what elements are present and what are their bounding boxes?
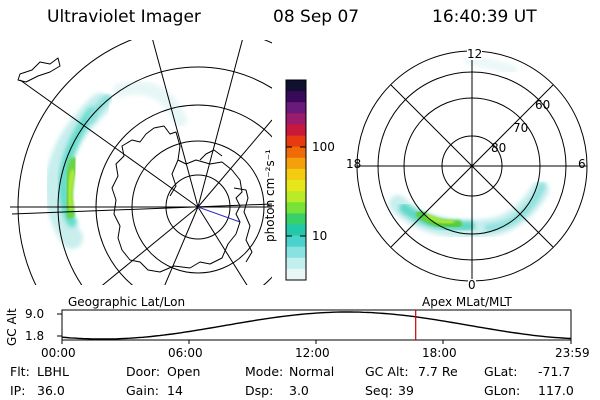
color-bar-unit-label: photon cm⁻²s⁻¹ [263, 149, 277, 242]
color-bar-swatch [286, 157, 306, 170]
color-bar-swatch [286, 80, 306, 92]
footer-door-label: Door: [126, 364, 161, 379]
geographic-map [10, 40, 272, 285]
footer-glat-label: GLat: [484, 364, 518, 379]
subsolar-line [197, 206, 241, 223]
color-bar-swatch [286, 180, 306, 192]
timeline-y-axis-label: GC Alt [5, 308, 19, 346]
color-bar-swatch [286, 168, 306, 181]
footer-ip-label: IP: [10, 383, 26, 398]
footer-dsp-label: Dsp: [245, 383, 274, 398]
polar-label-0: 0 [468, 278, 476, 292]
color-bar-swatch [286, 268, 306, 281]
color-bar-swatch [286, 235, 306, 248]
polar-label-ring-80: 80 [491, 141, 507, 155]
date-label: 08 Sep 07 [273, 7, 360, 27]
footer-glat-value: -71.7 [538, 364, 571, 379]
terminator-line [11, 203, 272, 215]
timeline-left-title: Geographic Lat/Lon [68, 295, 186, 309]
timeline-y-tick-low: 1.8 [25, 329, 45, 343]
polar-diag-2 [390, 84, 554, 248]
aurora-geographic [44, 80, 187, 249]
footer-gain-value: 14 [167, 383, 183, 398]
coastlines [17, 57, 253, 273]
time-label: 16:40:39 UT [432, 7, 537, 27]
color-bar-swatch [286, 113, 306, 126]
altitude-curve [61, 311, 572, 340]
polar-plot [356, 50, 588, 282]
instrument-title: Ultraviolet Imager [47, 7, 201, 27]
timeline-x-tick-1800: 18:00 [422, 346, 457, 360]
color-bar [285, 79, 307, 281]
color-bar-swatch [286, 202, 306, 214]
color-bar-frame [285, 79, 307, 281]
timeline-plot [57, 309, 572, 344]
color-bar-swatch [286, 224, 306, 237]
polar-label-18: 18 [346, 157, 362, 171]
polar-label-ring-70: 70 [513, 121, 529, 135]
timeline-x-tick-1200: 12:00 [295, 346, 330, 360]
footer-glon-value: 117.0 [538, 383, 574, 398]
color-bar-swatch [286, 213, 306, 226]
timeline-right-title: Apex MLat/MLT [422, 295, 512, 309]
timeline-y-tick-high: 9.0 [25, 307, 45, 321]
footer-seq-label: Seq: [365, 383, 393, 398]
polar-label-12: 12 [467, 47, 483, 61]
color-bar-swatch [286, 102, 306, 114]
timeline-x-tick-0000: 00:00 [41, 346, 76, 360]
footer-mode-label: Mode: [245, 364, 284, 379]
polar-label-ring-60: 60 [535, 98, 551, 112]
graticule [10, 40, 272, 285]
footer-gcalt-value: 7.7 Re [418, 364, 458, 379]
footer-seq-value: 39 [398, 383, 414, 398]
footer-flt-label: Flt: [10, 364, 30, 379]
footer-door-value: Open [167, 364, 201, 379]
footer-mode-value: Normal [289, 364, 335, 379]
footer-glon-label: GLon: [484, 383, 521, 398]
footer-dsp-value: 3.0 [289, 383, 309, 398]
timeline-x-tick-0600: 06:00 [168, 346, 203, 360]
color-bar-label-100: 100 [312, 140, 335, 154]
color-bar-swatch [286, 124, 306, 137]
color-bar-label-10: 10 [312, 229, 328, 243]
polar-label-6: 6 [578, 157, 586, 171]
timeline-frame [61, 309, 572, 341]
footer-gcalt-label: GC Alt: [365, 364, 409, 379]
color-bar-swatch [286, 246, 306, 259]
color-bar-swatch [286, 91, 306, 103]
color-bar-swatch [286, 146, 306, 159]
footer-gain-label: Gain: [126, 383, 159, 398]
color-bar-swatch [286, 135, 306, 148]
color-bar-swatch [286, 191, 306, 203]
color-bar-swatch [286, 257, 306, 270]
timeline-x-tick-2359: 23:59 [555, 346, 590, 360]
footer-flt-value: LBHL [37, 364, 69, 379]
footer-ip-value: 36.0 [37, 383, 65, 398]
